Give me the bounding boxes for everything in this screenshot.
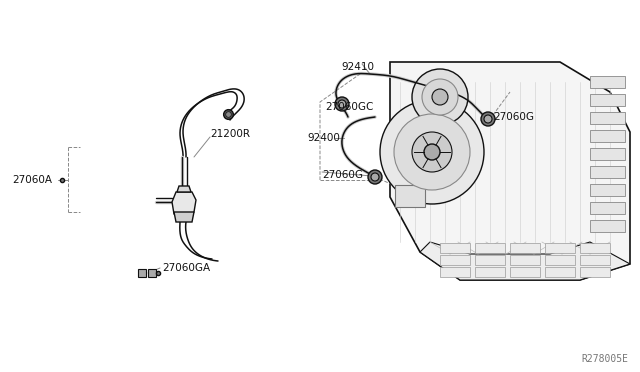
Text: 27060A: 27060A [12, 175, 52, 185]
Bar [590, 76, 625, 88]
Circle shape [394, 114, 470, 190]
Bar [590, 220, 625, 232]
Bar [590, 94, 625, 106]
Text: 27060GA: 27060GA [162, 263, 210, 273]
Circle shape [371, 173, 379, 181]
Bar [545, 255, 575, 265]
Bar [148, 269, 156, 277]
Bar [510, 267, 540, 277]
Bar [440, 267, 470, 277]
Bar [580, 243, 610, 253]
Text: 92400: 92400 [307, 133, 340, 143]
Circle shape [335, 97, 349, 111]
Polygon shape [172, 192, 196, 218]
Bar [475, 243, 505, 253]
Circle shape [412, 69, 468, 125]
Text: 27060G: 27060G [493, 112, 534, 122]
Bar [590, 130, 625, 142]
Polygon shape [420, 242, 630, 280]
Bar [395, 185, 425, 207]
Bar [510, 243, 540, 253]
Circle shape [424, 144, 440, 160]
Bar [545, 267, 575, 277]
Text: 92410: 92410 [342, 62, 374, 72]
Circle shape [368, 170, 382, 184]
Text: R278005E: R278005E [581, 354, 628, 364]
Circle shape [484, 115, 492, 123]
Circle shape [338, 100, 346, 108]
Bar [440, 243, 470, 253]
Text: 27060G: 27060G [322, 170, 363, 180]
Bar [475, 255, 505, 265]
Bar [590, 148, 625, 160]
Bar [510, 255, 540, 265]
Bar [545, 243, 575, 253]
Bar [590, 112, 625, 124]
Polygon shape [390, 62, 630, 280]
Circle shape [481, 112, 495, 126]
Text: 21200R: 21200R [210, 129, 250, 139]
Bar [580, 255, 610, 265]
Bar [138, 269, 146, 277]
Polygon shape [174, 212, 194, 222]
Bar [590, 166, 625, 178]
Bar [590, 184, 625, 196]
Bar [440, 255, 470, 265]
Circle shape [380, 100, 484, 204]
Bar [475, 267, 505, 277]
Bar [590, 202, 625, 214]
Bar [580, 267, 610, 277]
Circle shape [412, 132, 452, 172]
Circle shape [432, 89, 448, 105]
Polygon shape [177, 186, 191, 192]
Circle shape [422, 79, 458, 115]
Text: 27060GC: 27060GC [325, 102, 373, 112]
